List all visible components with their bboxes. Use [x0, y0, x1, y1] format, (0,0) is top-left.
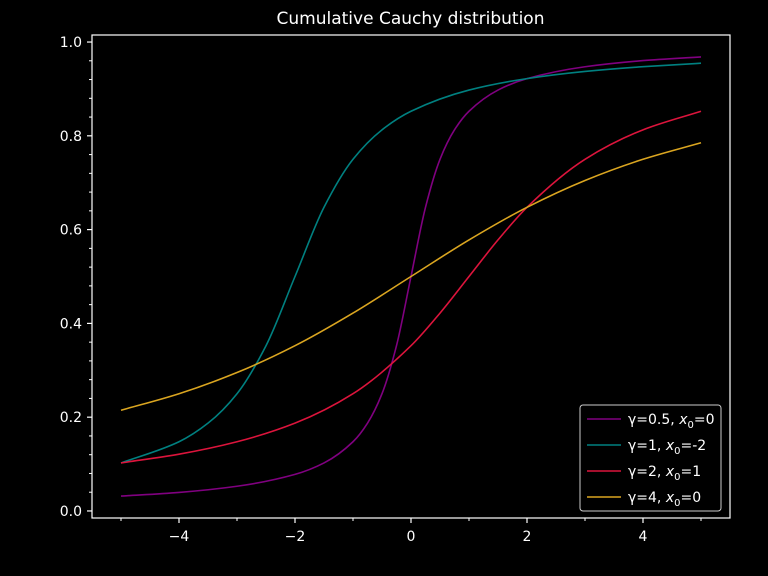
- legend-label-1: γ=0.5, x0=0: [628, 412, 715, 431]
- x-tick-label: 2: [523, 529, 532, 545]
- series-line-3: [120, 110, 702, 464]
- y-tick-label: 0.2: [60, 410, 82, 426]
- x-tick-label: 4: [639, 529, 648, 545]
- y-tick-label: 0.6: [60, 223, 82, 239]
- x-tick-label: 0: [407, 529, 416, 545]
- chart-title: Cumulative Cauchy distribution: [277, 9, 545, 29]
- legend-label-3: γ=2, x0=1: [628, 464, 701, 483]
- y-axis: 0.0 0.2 0.4 0.6 0.8 1.0: [60, 35, 92, 520]
- y-tick-label: 0.0: [60, 504, 82, 520]
- legend-label-2: γ=1, x0=-2: [628, 438, 706, 457]
- legend-label-4: γ=4, x0=0: [628, 490, 701, 509]
- y-tick-label: 0.4: [60, 316, 82, 332]
- legend-frame: [579, 404, 722, 512]
- x-axis: −4 −2 0 2 4: [120, 518, 702, 545]
- series-line-4: [120, 141, 702, 412]
- legend: γ=0.5, x0=0 γ=1, x0=-2 γ=2, x0=1 γ=4, x0=0: [579, 404, 722, 512]
- series-line-2: [120, 62, 702, 464]
- x-tick-label: −4: [169, 529, 190, 545]
- x-tick-label: −2: [285, 529, 306, 545]
- y-tick-label: 1.0: [60, 35, 82, 51]
- y-tick-label: 0.8: [60, 129, 82, 145]
